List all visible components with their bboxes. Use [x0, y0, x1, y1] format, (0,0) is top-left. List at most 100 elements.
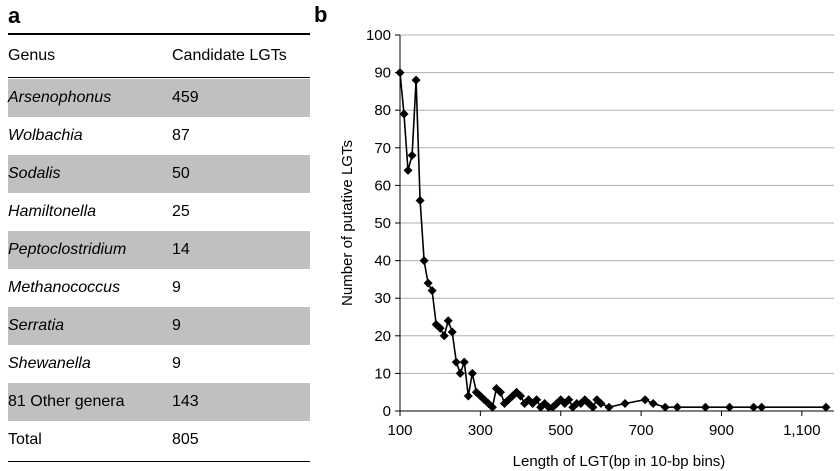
data-point-marker — [749, 402, 759, 412]
data-point-marker — [520, 398, 530, 408]
data-point-marker — [757, 402, 767, 412]
y-tick-label: 30 — [374, 290, 391, 307]
data-point-marker — [491, 383, 501, 393]
data-point-marker — [672, 402, 682, 412]
table-row: Arsenophonus 459 — [8, 79, 310, 117]
candidate-lgts-cell: 14 — [172, 241, 190, 258]
total-label: Total — [8, 431, 42, 448]
data-point-marker — [560, 398, 570, 408]
candidate-lgts-cell: 50 — [172, 165, 190, 182]
table-total-row: Total 805 — [8, 421, 310, 459]
genus-table-panel: a Genus Candidate LGTs Arsenophonus 459 Wo… — [8, 0, 310, 471]
y-tick-label: 50 — [374, 215, 391, 232]
data-point-marker — [508, 391, 518, 401]
x-tick-label: 700 — [629, 422, 654, 439]
y-axis-label: Number of putative LGTs — [339, 140, 356, 306]
data-point-marker — [620, 398, 630, 408]
table-row: 81 Other genera 143 — [8, 383, 310, 421]
data-point-marker — [725, 402, 735, 412]
data-point-marker — [399, 109, 409, 119]
table-row: Wolbachia 87 — [8, 117, 310, 155]
data-point-marker — [548, 402, 558, 412]
data-point-marker — [467, 368, 477, 378]
data-point-marker — [471, 387, 481, 397]
data-point-marker — [411, 75, 421, 85]
table-row: Sodalis 50 — [8, 155, 310, 193]
data-point-marker — [648, 398, 658, 408]
data-point-marker — [415, 195, 425, 205]
genus-cell: Wolbachia — [8, 127, 83, 144]
table-row: Serratia 9 — [8, 307, 310, 345]
data-point-marker — [439, 331, 449, 341]
data-point-marker — [463, 391, 473, 401]
x-tick-label: 300 — [468, 422, 493, 439]
data-point-marker — [640, 395, 650, 405]
x-tick-label: 100 — [387, 422, 412, 439]
data-point-marker — [435, 323, 445, 333]
genus-cell: Sodalis — [8, 165, 61, 182]
data-point-marker — [512, 387, 522, 397]
candidate-lgts-cell: 9 — [172, 279, 181, 296]
data-point-marker — [451, 357, 461, 367]
candidate-lgts-cell: 9 — [172, 317, 181, 334]
data-point-marker — [564, 395, 574, 405]
y-tick-label: 100 — [366, 27, 391, 44]
data-point-marker — [604, 402, 614, 412]
y-tick-label: 80 — [374, 102, 391, 119]
data-point-marker — [443, 316, 453, 326]
data-point-marker — [532, 395, 542, 405]
data-point-marker — [403, 165, 413, 175]
genus-cell: 81 Other genera — [8, 393, 125, 410]
data-point-marker — [588, 402, 598, 412]
data-point-marker — [540, 398, 550, 408]
data-point-marker — [700, 402, 710, 412]
data-point-marker — [395, 68, 405, 78]
data-point-marker — [455, 368, 465, 378]
candidate-lgts-cell: 25 — [172, 203, 190, 220]
data-point-marker — [576, 398, 586, 408]
x-axis-label: Length of LGT(bp in 10-bp bins) — [513, 453, 726, 470]
y-tick-label: 90 — [374, 65, 391, 82]
table-row: Shewanella 9 — [8, 345, 310, 383]
genus-cell: Shewanella — [8, 355, 91, 372]
series-line — [399, 72, 826, 409]
candidate-lgts-cell: 459 — [172, 89, 199, 106]
table-row: Methanococcus 9 — [8, 269, 310, 307]
genus-cell: Methanococcus — [8, 279, 121, 296]
y-tick-label: 70 — [374, 140, 391, 157]
data-point-marker — [459, 357, 469, 367]
data-point-marker — [495, 387, 505, 397]
header-candidate-lgts: Candidate LGTs — [172, 47, 287, 64]
genus-cell: Arsenophonus — [8, 89, 112, 106]
table-bottom-rule — [8, 461, 310, 462]
data-point-marker — [427, 286, 437, 296]
x-tick-label: 900 — [709, 422, 734, 439]
genus-cell: Hamiltonella — [8, 203, 97, 220]
y-tick-label: 0 — [383, 403, 391, 420]
data-point-marker — [516, 391, 526, 401]
x-tick-label: 1,100 — [783, 422, 821, 439]
candidate-lgts-cell: 143 — [172, 393, 199, 410]
data-point-marker — [821, 402, 831, 412]
data-point-marker — [407, 150, 417, 160]
y-tick-label: 20 — [374, 328, 391, 345]
y-tick-label: 10 — [374, 365, 391, 382]
x-tick-label: 500 — [548, 422, 573, 439]
data-point-marker — [423, 278, 433, 288]
panel-label-a: a — [8, 3, 21, 28]
length-distribution-chart-panel: b 0 10 20 30 40 50 60 70 80 90 100 100 300 500 700 900 1,… — [314, 0, 840, 471]
genus-cell: Peptoclostridium — [8, 241, 127, 258]
total-count: 805 — [172, 431, 199, 448]
data-point-marker — [660, 402, 670, 412]
data-point-marker — [596, 398, 606, 408]
candidate-lgts-cell: 87 — [172, 127, 190, 144]
length-distribution-chart: b 0 10 20 30 40 50 60 70 80 90 100 100 300 500 700 900 1,… — [314, 2, 834, 470]
y-tick-label: 40 — [374, 253, 391, 270]
table-header-row: Genus Candidate LGTs — [8, 37, 310, 75]
data-point-marker — [487, 402, 497, 412]
table-row: Peptoclostridium 14 — [8, 231, 310, 269]
panel-label-b: b — [314, 2, 327, 27]
table-header-rule — [8, 77, 310, 78]
data-point-marker — [447, 327, 457, 337]
candidate-lgts-cell: 9 — [172, 355, 181, 372]
